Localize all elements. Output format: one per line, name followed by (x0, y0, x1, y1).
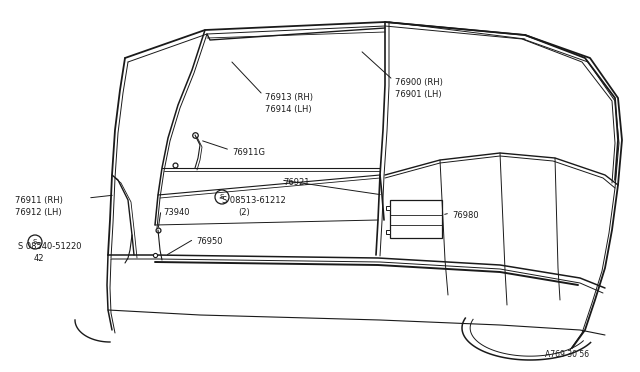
Text: 76911 (RH): 76911 (RH) (15, 196, 63, 205)
Text: 76900 (RH): 76900 (RH) (395, 78, 443, 87)
Text: 76901 (LH): 76901 (LH) (395, 90, 442, 99)
Text: S: S (33, 239, 37, 245)
Text: (2): (2) (238, 208, 250, 217)
Text: 76912 (LH): 76912 (LH) (15, 208, 61, 217)
Text: 76921: 76921 (283, 178, 310, 187)
Text: 76914 (LH): 76914 (LH) (265, 105, 312, 114)
Bar (390, 200, 442, 238)
Text: 76950: 76950 (196, 237, 223, 246)
Text: 73940: 73940 (163, 208, 189, 217)
Text: 76980: 76980 (452, 211, 479, 220)
Text: 76913 (RH): 76913 (RH) (265, 93, 313, 102)
Text: S 08540-51220: S 08540-51220 (18, 242, 81, 251)
Text: S 08513-61212: S 08513-61212 (222, 196, 285, 205)
Text: 42: 42 (34, 254, 45, 263)
Text: 76911G: 76911G (232, 148, 265, 157)
Text: S: S (220, 194, 224, 200)
Text: A769 30 56: A769 30 56 (545, 350, 589, 359)
